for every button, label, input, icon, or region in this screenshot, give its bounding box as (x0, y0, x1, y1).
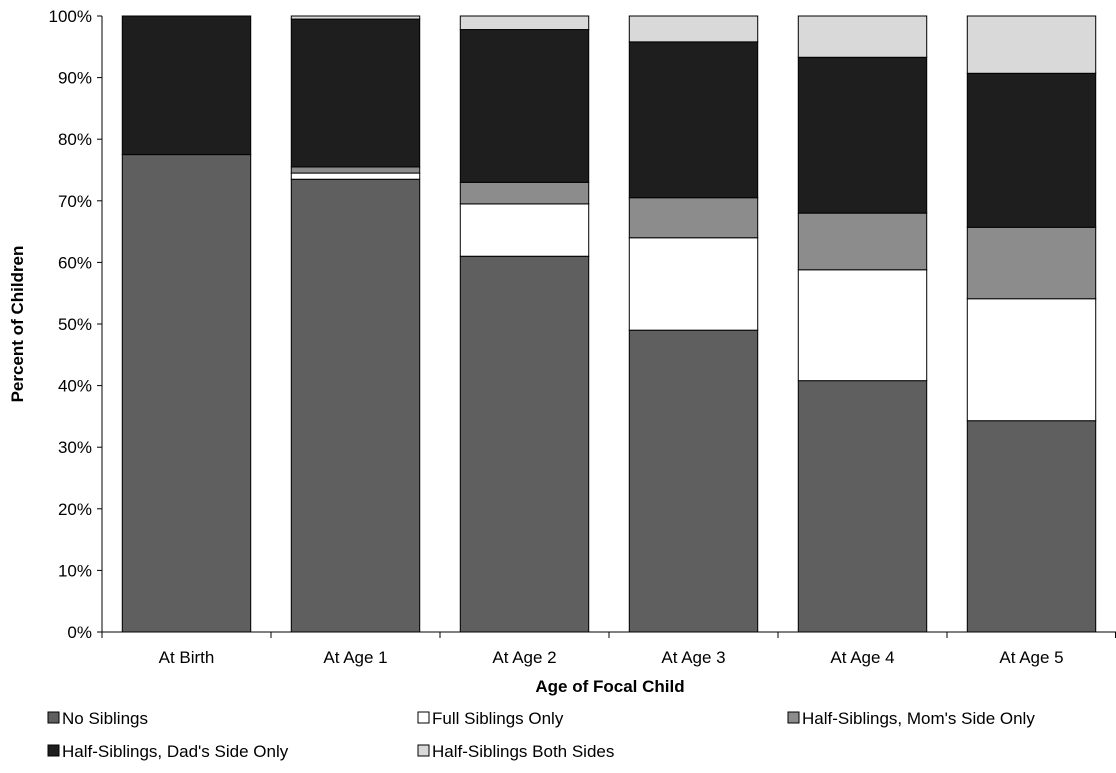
legend-swatch (47, 711, 60, 724)
y-tick-label: 40% (58, 377, 92, 396)
x-tick-label: At Age 1 (323, 648, 387, 667)
bar-segment (797, 212, 928, 271)
bar-segment (121, 15, 252, 156)
legend: No Siblings Full Siblings Only Half-Siblin… (47, 709, 1035, 761)
legend-swatch (417, 711, 430, 724)
legend-swatch (787, 711, 800, 724)
y-tick-label: 90% (58, 69, 92, 88)
bar-segment (797, 56, 928, 214)
bar-segment (797, 269, 928, 382)
y-tick-label: 10% (58, 561, 92, 580)
x-tick-label: At Age 4 (830, 648, 894, 667)
y-tick-label: 30% (58, 438, 92, 457)
bar-segment (290, 172, 421, 180)
y-axis: 0% 10% 20% 30% 40% 50% 60% 70% 80% 90% 100% (49, 7, 103, 642)
bar-segment (459, 29, 590, 183)
bar-segment (290, 178, 421, 633)
bars (121, 15, 1097, 633)
bar-segment (797, 380, 928, 633)
y-tick-label: 20% (58, 500, 92, 519)
y-tick-label: 100% (49, 7, 92, 26)
legend-swatch (47, 744, 60, 757)
y-tick-label: 80% (58, 130, 92, 149)
bar-segment (628, 329, 759, 633)
x-tick-label: At Age 5 (999, 648, 1063, 667)
y-tick-label: 70% (58, 192, 92, 211)
bar-segment (966, 298, 1097, 422)
x-axis: At Birth At Age 1 At Age 2 At Age 3 At Age 4… (101, 631, 1116, 667)
bar-segment (966, 72, 1097, 228)
legend-label: Half-Siblings, Dad's Side Only (62, 742, 289, 761)
bar-segment (290, 15, 421, 20)
legend-label: No Siblings (62, 709, 148, 728)
x-tick-label: At Birth (159, 648, 215, 667)
bar-segment (459, 181, 590, 205)
bar-segment (628, 197, 759, 239)
bar-segment (628, 237, 759, 331)
bar-segment (628, 41, 759, 199)
bar-segment (459, 15, 590, 31)
y-tick-label: 0% (67, 623, 92, 642)
legend-label: Half-Siblings, Mom's Side Only (802, 709, 1035, 728)
bar-segment (966, 15, 1097, 74)
bar-segment (628, 15, 759, 43)
x-axis-title: Age of Focal Child (535, 677, 684, 696)
bar-segment (290, 166, 421, 174)
bar-segment (797, 15, 928, 58)
x-tick-label: At Age 3 (661, 648, 725, 667)
legend-label: Full Siblings Only (432, 709, 564, 728)
bar-segment (966, 420, 1097, 633)
bar-segment (459, 203, 590, 257)
legend-swatch (417, 744, 430, 757)
y-tick-label: 50% (58, 315, 92, 334)
bar-segment (459, 255, 590, 633)
bar-segment (121, 154, 252, 633)
bar-segment (290, 18, 421, 168)
bar-segment (966, 226, 1097, 300)
y-axis-title: Percent of Children (8, 246, 27, 403)
y-tick-label: 60% (58, 253, 92, 272)
legend-label: Half-Siblings Both Sides (432, 742, 614, 761)
x-tick-label: At Age 2 (492, 648, 556, 667)
